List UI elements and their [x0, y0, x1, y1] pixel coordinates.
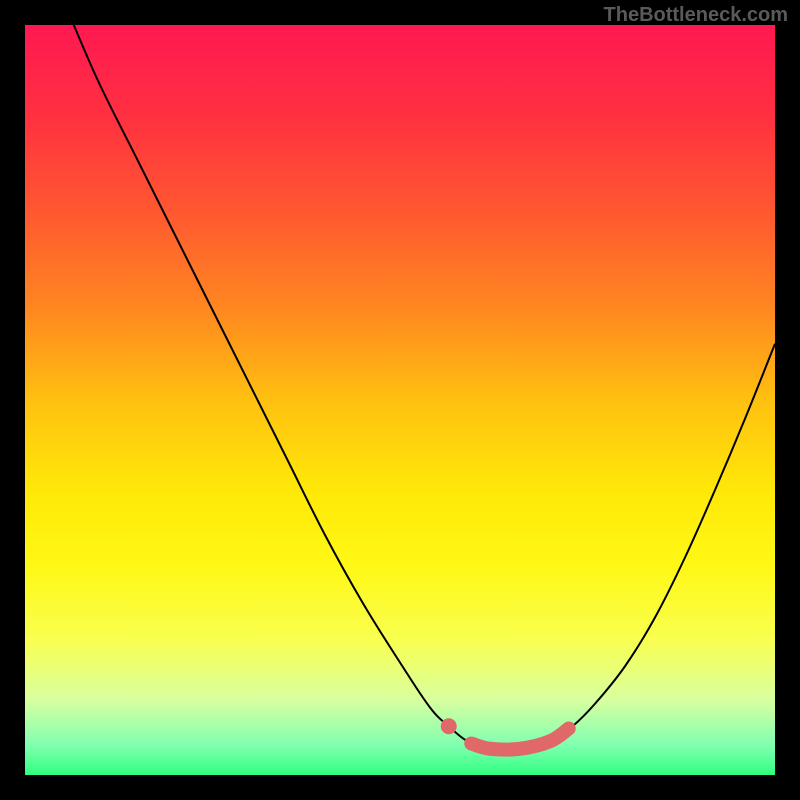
chart-curve-layer	[25, 25, 775, 775]
bottleneck-curve	[74, 25, 775, 750]
chart-plot-area	[25, 25, 775, 775]
highlight-marker-dot	[441, 718, 457, 734]
highlight-marker-segment	[471, 729, 569, 750]
watermark-text: TheBottleneck.com	[604, 4, 788, 27]
